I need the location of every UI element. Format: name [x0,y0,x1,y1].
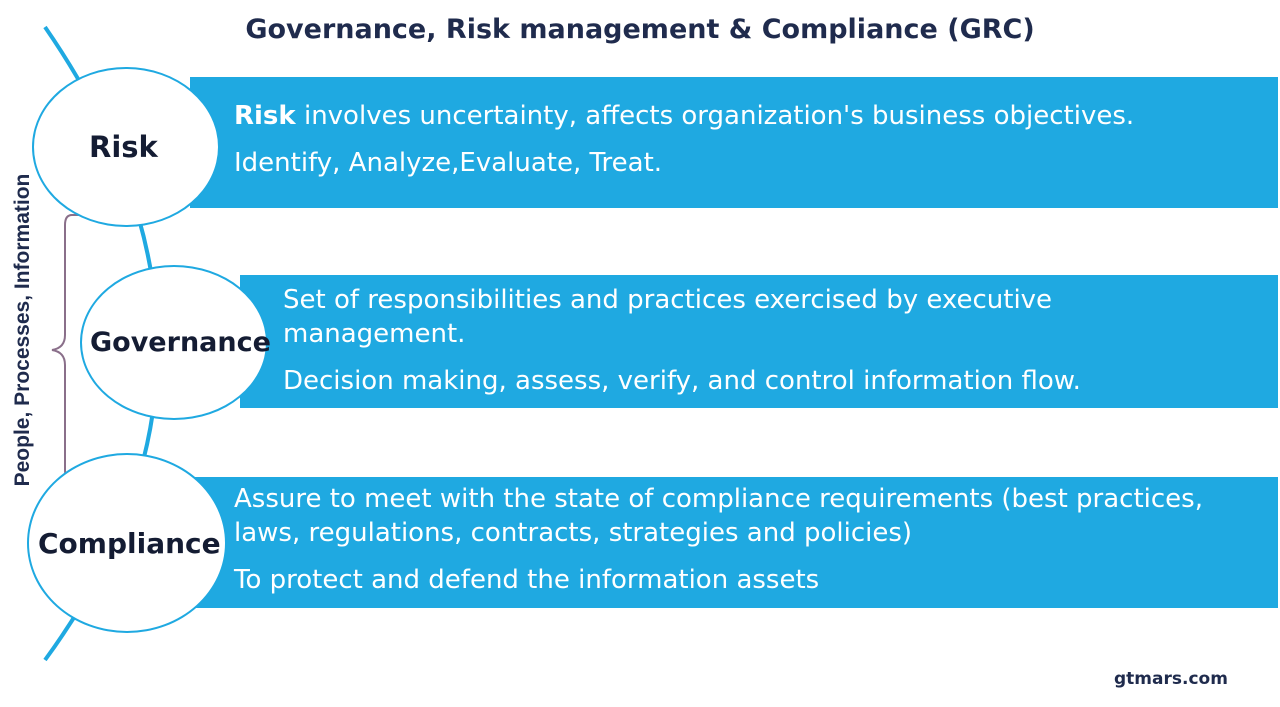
risk-line-1-text: involves uncertainty, affects organizati… [295,101,1135,131]
risk-line-1: Risk involves uncertainty, affects organ… [234,99,1278,133]
governance-line-2: Decision making, assess, verify, and con… [283,366,1081,396]
risk-circle: Risk [32,67,220,227]
risk-band: Risk involves uncertainty, affects organ… [190,77,1278,208]
compliance-band: Assure to meet with the state of complia… [190,477,1278,608]
governance-line-1b: management. [283,319,466,349]
risk-line-2: Identify, Analyze,Evaluate, Treat. [234,148,663,178]
footer-brand: gtmars.com [1114,669,1228,689]
governance-circle: Governance [80,265,271,420]
diagram-title: Governance, Risk management & Compliance… [245,14,1035,45]
governance-circle-label: Governance [90,327,271,358]
people-processes-information-label: People, Processes, Information [11,173,34,487]
compliance-circle-label: Compliance [38,526,221,560]
compliance-circle: Compliance [27,453,227,633]
compliance-line-1b: laws, regulations, contracts, strategies… [234,518,913,548]
governance-line-1: Set of responsibilities and practices ex… [283,285,1053,315]
governance-band: Set of responsibilities and practices ex… [240,275,1278,408]
risk-keyword: Risk [234,101,296,131]
risk-circle-label: Risk [89,130,158,164]
compliance-line-2: To protect and defend the information as… [234,565,820,595]
compliance-line-1: Assure to meet with the state of complia… [234,484,1203,514]
